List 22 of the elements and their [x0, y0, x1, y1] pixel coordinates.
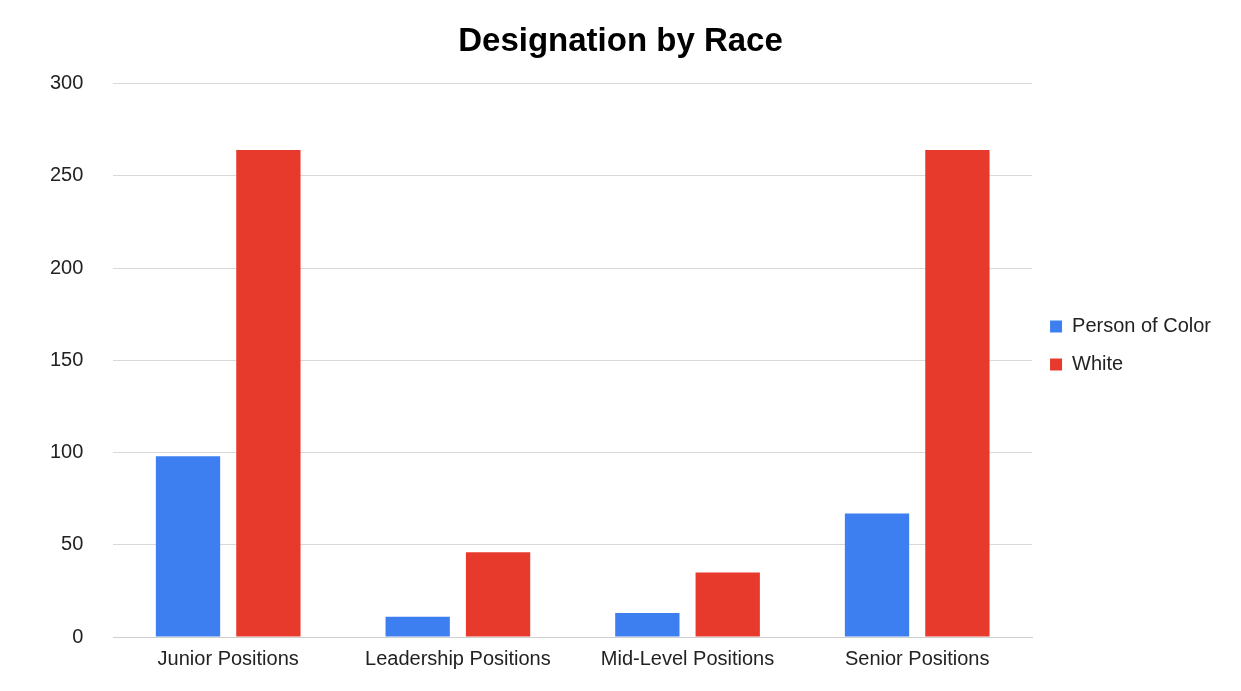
- bar: [155, 456, 221, 637]
- y-tick-label: 50: [61, 532, 84, 555]
- x-tick-label: Senior Positions: [844, 646, 990, 669]
- bar: [925, 150, 990, 637]
- y-tick-label: 300: [49, 71, 84, 94]
- y-tick-label: 150: [49, 347, 84, 370]
- bar: [615, 613, 680, 637]
- bar: [385, 616, 450, 637]
- bar: [236, 150, 301, 637]
- x-tick-label: Mid-Level Positions: [600, 646, 775, 669]
- bar: [844, 513, 910, 637]
- bar: [465, 552, 531, 637]
- y-tick-label: 100: [49, 440, 84, 463]
- x-tick-label: Leadership Positions: [365, 646, 551, 669]
- y-tick-label: 0: [72, 624, 84, 647]
- legend-label: Person of Color: [1072, 314, 1212, 337]
- legend-label: White: [1072, 352, 1124, 375]
- y-tick-label: 250: [49, 163, 84, 186]
- chart-title: Designation by Race: [458, 20, 783, 58]
- bar: [695, 572, 760, 637]
- y-tick-label: 200: [49, 255, 84, 278]
- x-tick-label: Junior Positions: [157, 646, 299, 669]
